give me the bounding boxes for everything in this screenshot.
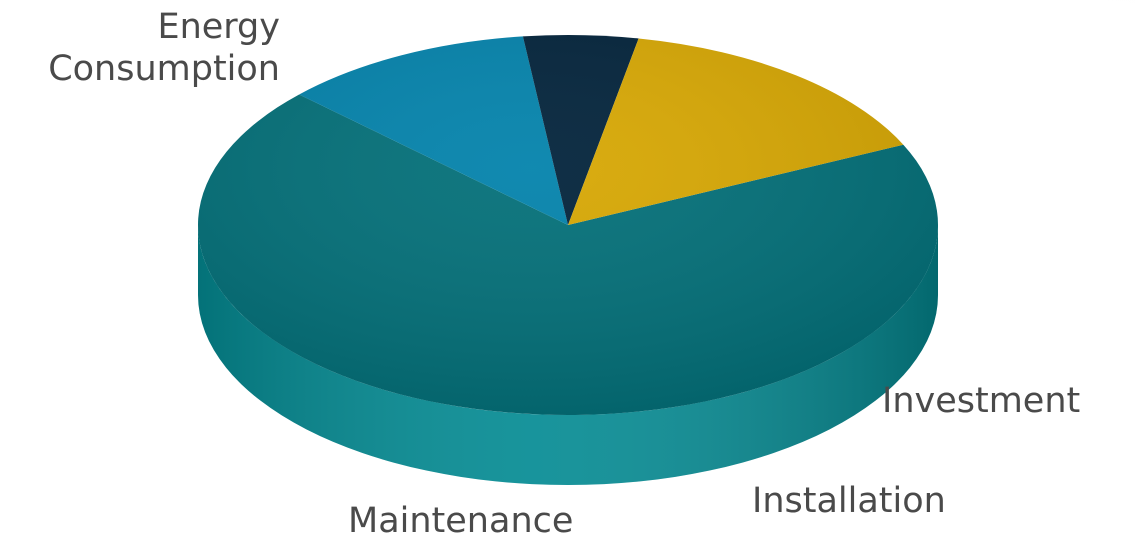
slice-label-investment: Investment xyxy=(882,381,1081,421)
slice-label-installation: Installation xyxy=(752,481,946,521)
slice-label-energy-consumption: Energy Consumption xyxy=(48,7,280,89)
pie-tops xyxy=(198,35,938,415)
background-glow xyxy=(830,0,1135,30)
slice-label-maintenance: Maintenance xyxy=(348,501,574,541)
pie-side-shade-energy-consumption xyxy=(198,225,938,485)
pie-sides xyxy=(198,225,938,485)
pie-top-shading xyxy=(198,35,938,415)
